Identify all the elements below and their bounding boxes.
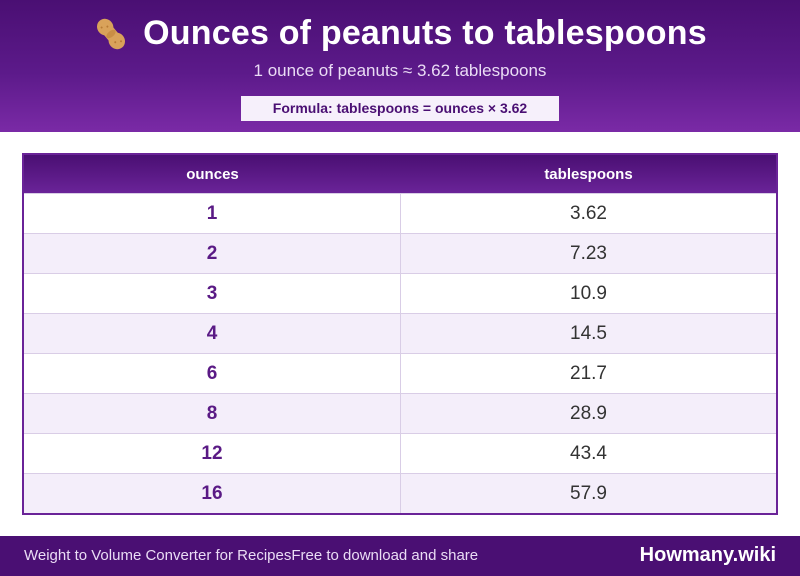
peanut-icon	[93, 16, 129, 52]
footer-bar: Weight to Volume Converter for RecipesFr…	[0, 536, 800, 576]
tablespoons-cell: 10.9	[570, 282, 607, 304]
title-row: Ounces of peanuts to tablespoons	[0, 14, 800, 53]
tablespoons-cell: 21.7	[570, 362, 607, 384]
tablespoons-cell: 7.23	[570, 242, 607, 264]
ounces-cell: 2	[24, 234, 401, 273]
column-header-tablespoons: tablespoons	[544, 165, 633, 183]
ounces-cell: 6	[24, 354, 401, 393]
ounces-cell: 12	[24, 434, 401, 473]
header-banner: Ounces of peanuts to tablespoons 1 ounce…	[0, 0, 800, 132]
table-row: 3 10.9	[24, 273, 776, 313]
conversion-subtitle: 1 ounce of peanuts ≈ 3.62 tablespoons	[253, 61, 547, 80]
table-row: 8 28.9	[24, 393, 776, 433]
ounces-cell: 16	[24, 474, 401, 513]
table-row: 2 7.23	[24, 233, 776, 273]
table-row: 12 43.4	[24, 433, 776, 473]
ounces-cell: 8	[24, 394, 401, 433]
page-title: Ounces of peanuts to tablespoons	[143, 14, 707, 52]
tablespoons-cell: 43.4	[570, 442, 607, 464]
table-row: 1 3.62	[24, 193, 776, 233]
column-header-ounces: ounces	[186, 165, 239, 183]
brand-logo[interactable]: Howmany.wiki	[639, 544, 776, 566]
footer-caption: Weight to Volume Converter for RecipesFr…	[24, 547, 479, 564]
tablespoons-cell: 14.5	[570, 322, 607, 344]
ounces-cell: 4	[24, 314, 401, 353]
table-header: ounces tablespoons	[24, 155, 776, 193]
table-row: 16 57.9	[24, 473, 776, 513]
tablespoons-cell: 3.62	[570, 202, 607, 224]
table-row: 6 21.7	[24, 353, 776, 393]
tablespoons-cell: 57.9	[570, 482, 607, 504]
table-body: 1 3.62 2 7.23 3 10.9 4 14.5 6 21.7 8 28.9 12 43.4 16 57…	[24, 193, 776, 513]
formula-badge: Formula: tablespoons = ounces × 3.62	[241, 96, 559, 121]
conversion-table: ounces tablespoons 1 3.62 2 7.23 3 10.9 4 14.5 6…	[22, 153, 778, 515]
ounces-cell: 1	[24, 194, 401, 233]
ounces-cell: 3	[24, 274, 401, 313]
table-row: 4 14.5	[24, 313, 776, 353]
tablespoons-cell: 28.9	[570, 402, 607, 424]
